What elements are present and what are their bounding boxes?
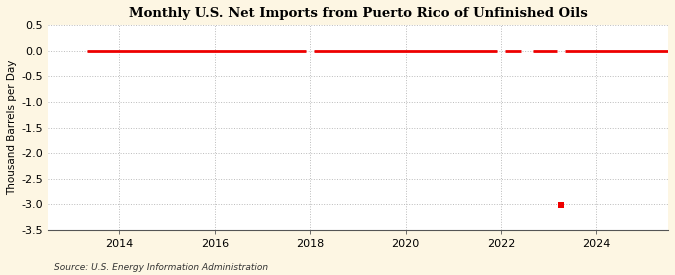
Y-axis label: Thousand Barrels per Day: Thousand Barrels per Day: [7, 60, 17, 195]
Text: Source: U.S. Energy Information Administration: Source: U.S. Energy Information Administ…: [54, 263, 268, 272]
Title: Monthly U.S. Net Imports from Puerto Rico of Unfinished Oils: Monthly U.S. Net Imports from Puerto Ric…: [128, 7, 587, 20]
